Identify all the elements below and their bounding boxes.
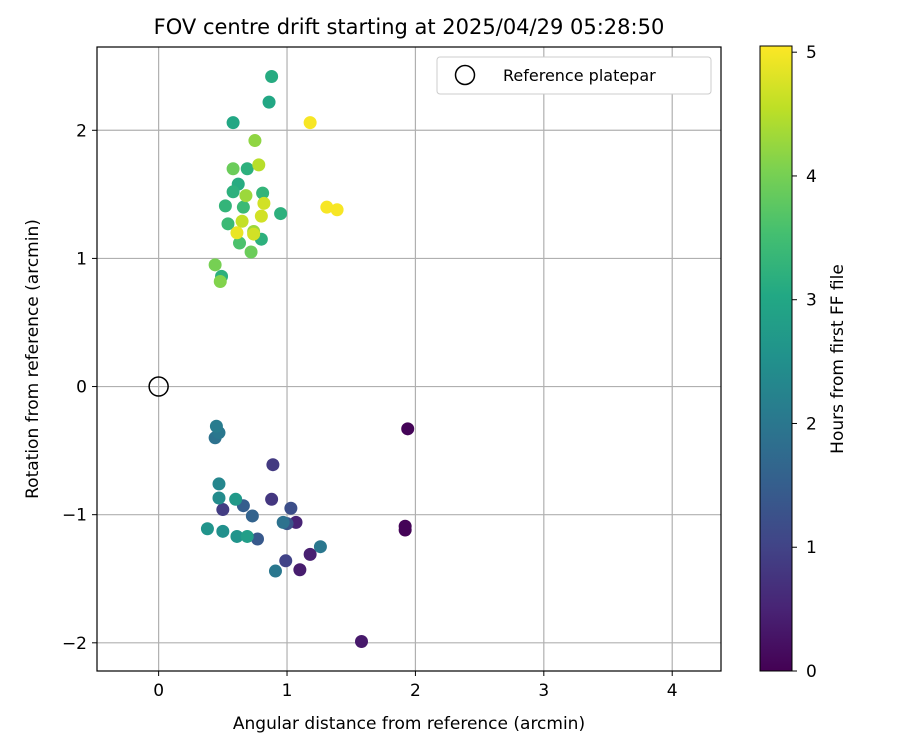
data-point <box>254 209 268 223</box>
data-point <box>303 116 317 130</box>
chart-title: FOV centre drift starting at 2025/04/29 … <box>154 15 665 39</box>
data-point <box>218 199 232 213</box>
x-axis-label: Angular distance from reference (arcmin) <box>233 714 585 734</box>
data-point <box>236 200 250 214</box>
colorbar-tick-label: 1 <box>806 538 817 558</box>
data-point <box>268 564 282 578</box>
data-point <box>250 532 264 546</box>
data-point <box>274 207 288 221</box>
x-tick-label: 1 <box>282 681 293 701</box>
y-tick-label: 1 <box>76 249 87 269</box>
legend: Reference platepar <box>436 56 712 95</box>
reference-marker <box>148 376 169 397</box>
data-point <box>244 245 258 259</box>
data-points <box>200 69 415 649</box>
data-point <box>262 95 276 109</box>
data-point <box>265 492 279 506</box>
x-tick-label: 4 <box>667 681 678 701</box>
data-point <box>239 189 253 203</box>
data-point <box>230 529 244 543</box>
data-point <box>248 134 262 148</box>
data-point <box>216 524 230 538</box>
data-point <box>313 540 327 554</box>
plot-frame <box>96 46 722 672</box>
x-tick-label: 3 <box>538 681 549 701</box>
data-point <box>233 236 247 250</box>
data-point <box>354 635 368 649</box>
data-point <box>226 162 240 176</box>
x-axis-ticks: 0 1 2 3 4 <box>153 671 678 701</box>
data-point <box>401 422 415 436</box>
data-point <box>303 547 317 561</box>
data-point <box>226 116 240 130</box>
data-point <box>208 258 222 272</box>
legend-box <box>436 56 712 95</box>
data-point <box>279 554 293 568</box>
data-point <box>245 509 259 523</box>
legend-marker <box>454 64 476 86</box>
data-point <box>240 162 254 176</box>
data-point <box>276 515 290 529</box>
data-point <box>266 458 280 472</box>
x-tick-label: 0 <box>153 681 164 701</box>
y-tick-label: −2 <box>62 634 87 654</box>
colorbar-ticks: 0 1 2 3 4 5 <box>792 43 817 682</box>
data-point <box>247 227 261 241</box>
data-point <box>293 563 307 577</box>
colorbar-tick-label: 3 <box>806 291 817 311</box>
data-point <box>398 523 412 537</box>
y-tick-label: 2 <box>76 121 87 141</box>
data-point <box>284 501 298 515</box>
data-point <box>252 158 266 172</box>
y-axis-ticks: −2 −1 0 1 2 <box>62 121 97 654</box>
data-point <box>230 226 244 240</box>
grid <box>97 47 721 671</box>
data-point <box>257 196 271 210</box>
data-point <box>256 186 270 200</box>
data-point <box>216 503 230 517</box>
data-point <box>221 217 235 231</box>
data-point <box>235 214 249 228</box>
y-tick-label: −1 <box>62 506 87 526</box>
data-point <box>209 419 223 433</box>
colorbar: 0 1 2 3 4 5 Hours from first FF file <box>759 43 848 682</box>
colorbar-tick-label: 2 <box>806 414 817 434</box>
colorbar-tick-label: 4 <box>806 167 817 187</box>
legend-label: Reference platepar <box>503 66 656 85</box>
colorbar-gradient <box>759 45 793 672</box>
data-point <box>320 200 334 214</box>
y-axis-label: Rotation from reference (arcmin) <box>23 219 43 499</box>
data-point <box>226 185 240 199</box>
y-tick-label: 0 <box>76 378 87 398</box>
data-point <box>200 522 214 536</box>
data-point <box>212 477 226 491</box>
data-point <box>240 529 254 543</box>
data-point <box>212 491 226 505</box>
x-tick-label: 2 <box>410 681 421 701</box>
colorbar-label: Hours from first FF file <box>828 264 848 454</box>
colorbar-tick-label: 5 <box>806 43 817 63</box>
data-point <box>330 203 344 217</box>
data-point <box>213 274 227 288</box>
data-point <box>265 69 279 83</box>
data-point <box>229 492 243 506</box>
colorbar-tick-label: 0 <box>806 662 817 682</box>
